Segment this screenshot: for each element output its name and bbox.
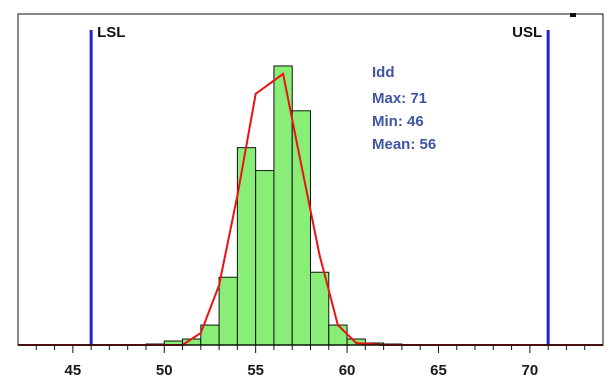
fit-curve <box>18 72 603 346</box>
stats-min: Min: 46 <box>372 113 424 130</box>
corner-marker <box>570 13 576 17</box>
x-tick-label: 60 <box>339 362 356 379</box>
x-tick-label: 70 <box>522 362 539 379</box>
x-tick-label: 55 <box>247 362 264 379</box>
histogram-bars <box>145 65 403 346</box>
x-axis-tick-labels: 45 50 55 60 65 70 <box>65 362 539 379</box>
x-axis-ticks <box>35 345 586 353</box>
stats-max: Max: 71 <box>372 90 427 107</box>
stats-box: Idd Max: 71 Min: 46 Mean: 56 <box>372 64 436 153</box>
usl-label: USL <box>512 24 542 41</box>
stats-title: Idd <box>372 64 395 81</box>
histogram-bar <box>291 110 311 346</box>
x-tick-label: 45 <box>65 362 82 379</box>
lsl-label: LSL <box>97 24 125 41</box>
stats-mean: Mean: 56 <box>372 136 436 153</box>
histogram-bar <box>328 324 348 346</box>
x-tick-label: 50 <box>156 362 173 379</box>
histogram-bar <box>255 170 275 346</box>
x-tick-label: 65 <box>430 362 447 379</box>
histogram-bar <box>218 276 238 346</box>
